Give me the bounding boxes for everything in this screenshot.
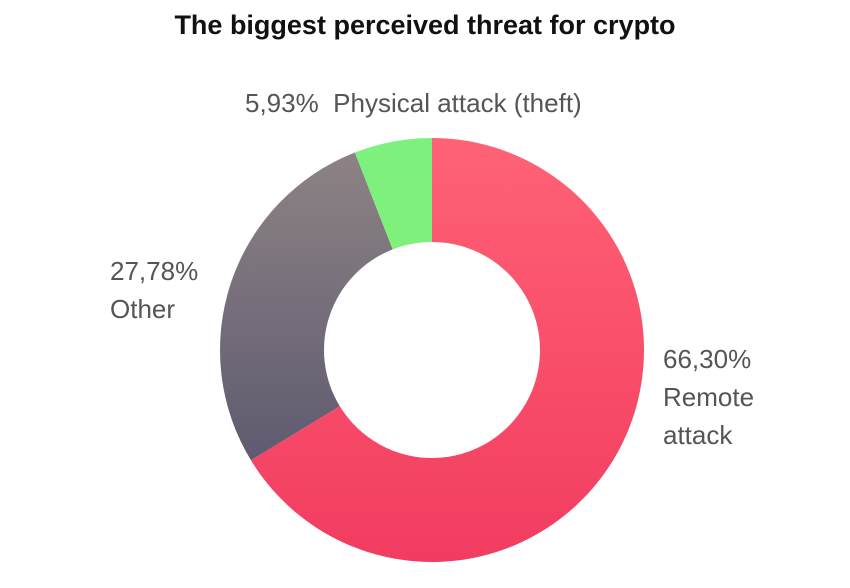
slice-other [219, 152, 393, 461]
slice-physical-attack-theft [354, 138, 432, 250]
slice-labels: 66,30% Remote attack 27,78% Other 5,93% Physi… [110, 88, 754, 450]
label-remote-attack: 66,30% Remote attack [663, 344, 754, 450]
chart-title: The biggest perceived threat for crypto [174, 10, 676, 40]
label-other: 27,78% Other [110, 256, 198, 324]
slice-remote-attack [250, 138, 645, 563]
slices [219, 138, 645, 563]
label-physical-attack-theft: 5,93% Physical attack (theft) [245, 88, 582, 118]
